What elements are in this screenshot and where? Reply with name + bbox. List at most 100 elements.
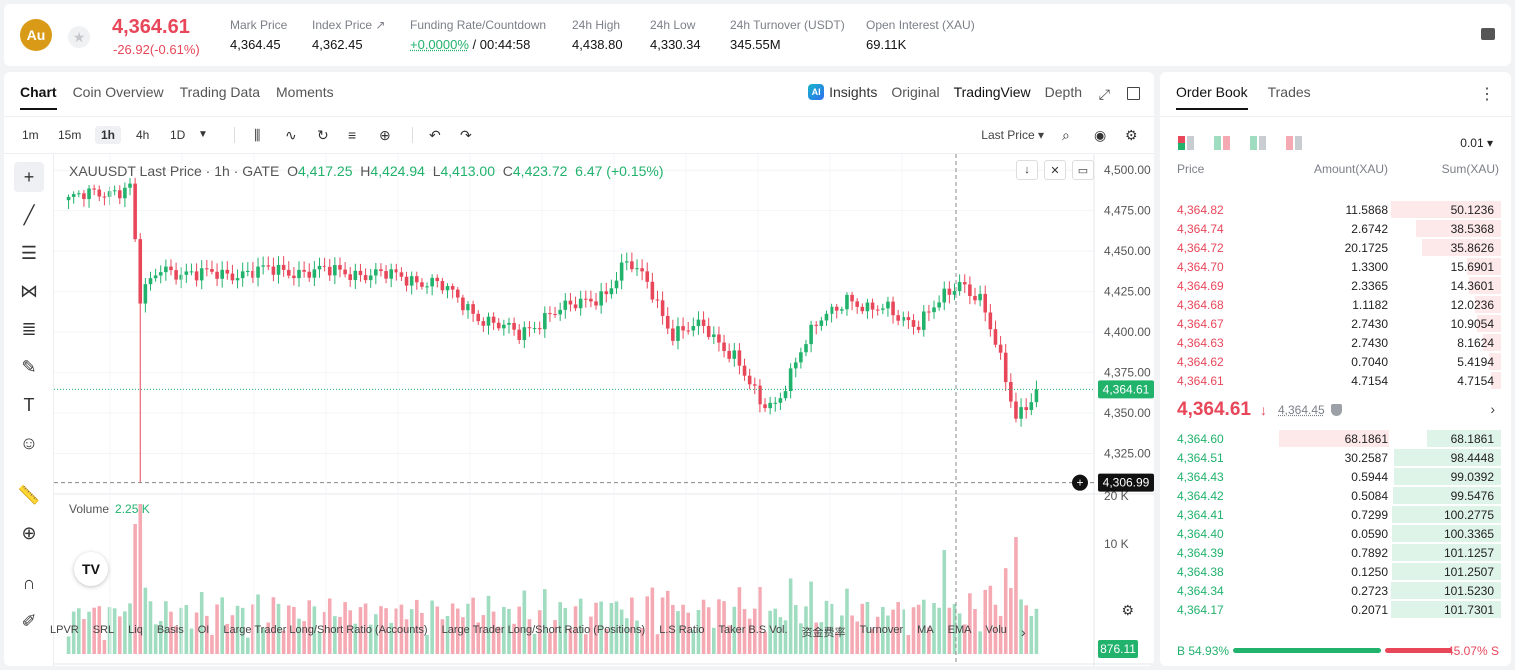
indicator-item[interactable]: MA <box>917 624 934 636</box>
tab-order-book[interactable]: Order Book <box>1176 84 1248 110</box>
emoji-icon[interactable]: ☺ <box>19 432 39 453</box>
candlestick-chart[interactable]: 4,500.00 4,475.00 4,450.00 4,425.00 4,400.00… <box>54 154 1154 666</box>
crosshair-icon[interactable]: + <box>14 162 44 192</box>
text-icon[interactable]: T <box>23 394 35 415</box>
bid-row[interactable]: 4,364.43 0.5944 99.0392 <box>1160 467 1511 486</box>
ask-row[interactable]: 4,364.62 0.7040 5.4194 <box>1160 352 1511 371</box>
horizontal-lines-icon[interactable]: ☰ <box>20 242 38 263</box>
stat-label: Index Price ↗ <box>312 18 386 32</box>
candle-type-icon[interactable]: ⫼ <box>254 127 261 143</box>
view-tradingview[interactable]: TradingView <box>953 84 1031 100</box>
order-sum: 35.8626 <box>1450 241 1494 255</box>
indicator-item[interactable]: Large Trader Long/Short Ratio (Accounts) <box>223 624 428 636</box>
ask-row[interactable]: 4,364.74 2.6742 38.5368 <box>1160 219 1511 238</box>
indicator-item[interactable]: LPVR <box>50 624 79 636</box>
indicator-item[interactable]: Turnover <box>859 624 904 636</box>
maximize-icon[interactable]: ▭ <box>1072 160 1094 180</box>
ask-row[interactable]: 4,364.70 1.3300 15.6901 <box>1160 257 1511 276</box>
funding-rate-value[interactable]: +0.0000% <box>410 37 469 52</box>
view-original[interactable]: Original <box>891 84 940 100</box>
interval-1m[interactable]: 1m <box>22 128 39 142</box>
tab-chart[interactable]: Chart <box>20 84 57 110</box>
redo-icon[interactable]: ↷ <box>460 127 472 143</box>
layout-both-icon[interactable] <box>1178 136 1194 150</box>
tradingview-logo[interactable]: TV <box>74 552 108 586</box>
template-icon[interactable]: ≡ <box>348 127 357 143</box>
interval-1d[interactable]: 1D <box>170 128 186 142</box>
chevron-right-icon[interactable]: › <box>1020 624 1026 640</box>
settings-icon[interactable]: ⚙ <box>1121 602 1134 618</box>
replay-icon[interactable]: ↻ <box>317 127 329 143</box>
tab-trading-data[interactable]: Trading Data <box>179 84 261 100</box>
ask-row[interactable]: 4,364.61 4.7154 4.7154 <box>1160 371 1511 390</box>
bid-row[interactable]: 4,364.42 0.5084 99.5476 <box>1160 486 1511 505</box>
trendline-icon[interactable]: ╱ <box>23 204 35 225</box>
fullscreen-icon[interactable] <box>1127 87 1140 100</box>
ask-row[interactable]: 4,364.82 11.5868 50.1236 <box>1160 200 1511 219</box>
bid-row[interactable]: 4,364.39 0.7892 101.1257 <box>1160 543 1511 562</box>
indicator-item[interactable]: Liq <box>128 624 143 636</box>
view-depth[interactable]: Depth <box>1044 84 1082 100</box>
pencil-icon[interactable]: ✐ <box>21 610 37 631</box>
indicator-item[interactable]: Basis <box>156 624 184 636</box>
expand-icon[interactable]: ⤢ <box>1098 86 1110 102</box>
bid-row[interactable]: 4,364.60 68.1861 68.1861 <box>1160 429 1511 448</box>
indicator-item[interactable]: L.S Ratio <box>659 624 705 636</box>
indicator-item[interactable]: SRL <box>92 624 115 636</box>
ask-row[interactable]: 4,364.72 20.1725 35.8626 <box>1160 238 1511 257</box>
bid-row[interactable]: 4,364.34 0.2723 101.5230 <box>1160 581 1511 600</box>
search-icon[interactable]: ⌕ <box>1062 127 1070 143</box>
add-plugin-icon[interactable]: ⊕ <box>379 127 391 143</box>
zoom-in-icon[interactable]: ⊕ <box>21 522 37 543</box>
ask-row[interactable]: 4,364.69 2.3365 14.3601 <box>1160 276 1511 295</box>
fib-icon[interactable]: ≣ <box>21 318 37 339</box>
arrow-down-icon[interactable]: ↓ <box>1016 160 1038 180</box>
ask-row[interactable]: 4,364.67 2.7430 10.9054 <box>1160 314 1511 333</box>
bid-row[interactable]: 4,364.41 0.7299 100.2775 <box>1160 505 1511 524</box>
book-icon[interactable] <box>1481 28 1495 40</box>
tab-trades[interactable]: Trades <box>1267 84 1311 100</box>
interval-1h[interactable]: 1h <box>95 126 122 144</box>
volume-bar <box>937 607 941 654</box>
ask-row[interactable]: 4,364.68 1.1182 12.0236 <box>1160 295 1511 314</box>
bid-row[interactable]: 4,364.40 0.0590 100.3365 <box>1160 524 1511 543</box>
indicator-item[interactable]: Large Trader Long/Short Ratio (Positions… <box>441 624 646 636</box>
volume-bar <box>164 601 168 654</box>
indicator-item[interactable]: 资金费率 <box>801 627 846 639</box>
tab-moments[interactable]: Moments <box>276 84 334 100</box>
indicator-item[interactable]: Volu <box>985 624 1007 636</box>
more-icon[interactable]: ⋮ <box>1479 86 1495 103</box>
indicator-item[interactable]: Taker B.S Vol. <box>718 624 788 636</box>
view-insights[interactable]: Insights <box>829 84 878 100</box>
layout-asks-icon[interactable] <box>1286 136 1302 150</box>
price-type-select[interactable]: Last Price ▾ <box>981 128 1044 142</box>
mid-price[interactable]: 4,364.61 <box>1177 399 1251 420</box>
collapse-icon[interactable]: ✕ <box>1044 160 1066 180</box>
candle-body <box>793 362 798 369</box>
ask-row[interactable]: 4,364.63 2.7430 8.1624 <box>1160 333 1511 352</box>
favorite-star-icon[interactable]: ★ <box>68 26 90 48</box>
chevron-right-icon[interactable]: › <box>1490 401 1495 417</box>
interval-dropdown-icon[interactable]: ▼ <box>198 129 208 140</box>
precision-select[interactable]: 0.01 ▾ <box>1460 136 1493 150</box>
layout-bids-icon[interactable] <box>1250 136 1266 150</box>
indicator-icon[interactable]: ∿ <box>285 127 297 143</box>
tab-coin-overview[interactable]: Coin Overview <box>72 84 164 100</box>
indicator-item[interactable]: OI <box>197 624 210 636</box>
bid-row[interactable]: 4,364.17 0.2071 101.7301 <box>1160 600 1511 619</box>
undo-icon[interactable]: ↶ <box>429 127 441 143</box>
interval-4h[interactable]: 4h <box>136 128 150 142</box>
ruler-icon[interactable]: 📏 <box>17 484 41 505</box>
magnet-icon[interactable]: ∩ <box>22 572 36 593</box>
stat-index-price[interactable]: Index Price ↗ 4,362.45 <box>312 18 385 52</box>
camera-icon[interactable]: ◉ <box>1094 127 1107 143</box>
order-sum: 100.3365 <box>1443 527 1494 541</box>
indicator-item[interactable]: EMA <box>947 624 972 636</box>
pattern-icon[interactable]: ⋈ <box>20 280 38 301</box>
brush-icon[interactable]: ✎ <box>21 356 37 377</box>
gear-icon[interactable]: ⚙ <box>1125 127 1138 143</box>
bid-row[interactable]: 4,364.51 30.2587 98.4448 <box>1160 448 1511 467</box>
layout-both-icon-2[interactable] <box>1214 136 1230 150</box>
interval-15m[interactable]: 15m <box>58 128 82 142</box>
bid-row[interactable]: 4,364.38 0.1250 101.2507 <box>1160 562 1511 581</box>
